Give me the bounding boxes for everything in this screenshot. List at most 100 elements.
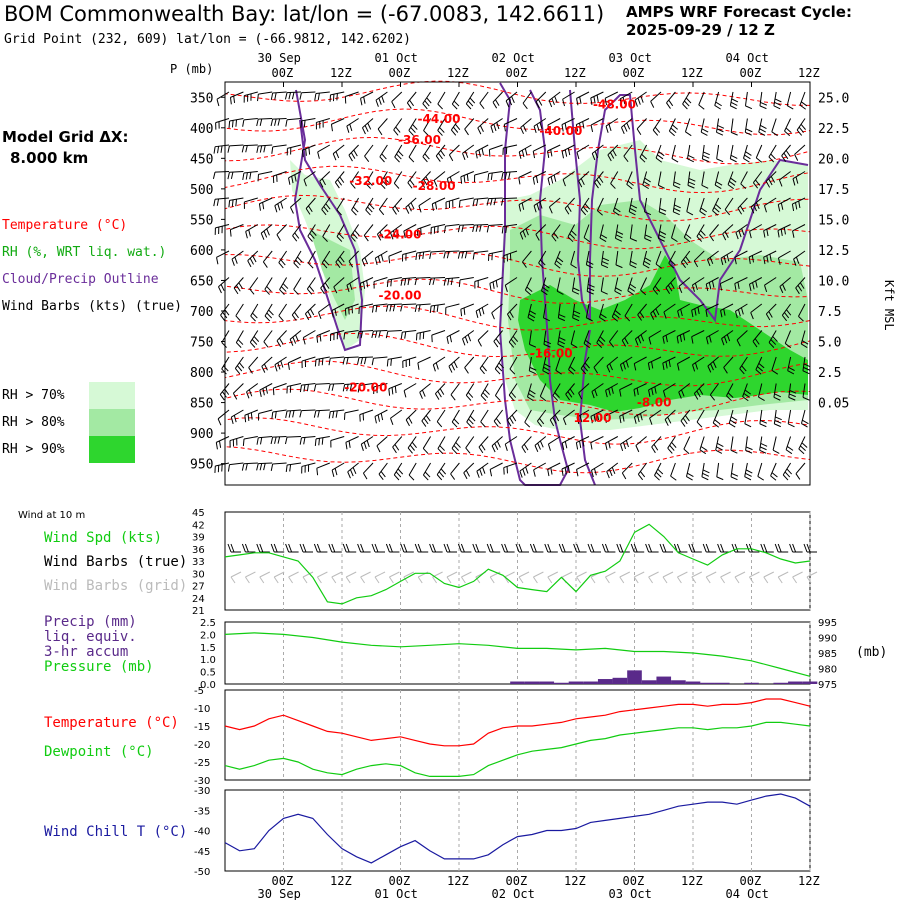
wind-barb-flag: [623, 124, 628, 132]
wind-barb: [629, 224, 633, 239]
wind-barb-flag: [216, 198, 220, 206]
temperature-contour-label: -32.00: [349, 174, 392, 188]
precip-bar: [583, 681, 598, 684]
wind-barb-flag: [440, 468, 447, 475]
wind-barb-flag: [682, 103, 688, 110]
grid-wind-barb: [518, 571, 530, 578]
wind-barb: [677, 303, 691, 312]
wind-barb-flag: [394, 444, 400, 451]
wind-barb: [686, 144, 691, 159]
wind-barb: [755, 144, 763, 159]
wind-barb-flag: [511, 414, 517, 422]
temperature-contour: [224, 446, 811, 474]
wind-barb-flag: [486, 198, 490, 206]
wind-barb-flag: [701, 128, 709, 133]
wind-barb-flag: [760, 442, 768, 447]
wind-barb-flag: [242, 119, 245, 127]
wind-barb: [784, 118, 792, 132]
wind-barb-flag: [422, 178, 428, 186]
wind-barb-flag: [569, 388, 575, 395]
wind-barb: [316, 330, 330, 337]
wind-barb-flag: [299, 410, 302, 418]
wind-barb-flag: [365, 183, 371, 189]
wind-barb-flag: [692, 364, 696, 372]
wind-barb-flag: [337, 179, 342, 186]
wind-barb: [459, 277, 474, 281]
wind-barb-flag: [410, 127, 416, 133]
wind-barb: [229, 171, 244, 173]
wind-barb-flag: [555, 369, 562, 375]
wind-barb-flag: [653, 444, 659, 451]
precip-bar: [656, 676, 672, 684]
wind-barb-flag: [319, 180, 324, 188]
wind-barb-flag: [643, 181, 650, 186]
wind-barb-flag: [539, 395, 547, 402]
wind-barb-flag: [487, 173, 490, 181]
wind-barb: [258, 409, 273, 414]
wind-barb-flag: [285, 119, 288, 127]
grid-wind-barb: [705, 571, 717, 578]
wind-barb-flag: [496, 365, 503, 372]
wind-barb-flag: [408, 130, 414, 136]
precip-bar: [744, 682, 759, 684]
wind-barb-flag: [714, 105, 721, 110]
wind-barb-flag: [318, 438, 320, 446]
wind-barb-flag: [752, 182, 759, 189]
wind-barb-flag: [232, 393, 238, 400]
wind-barb-flag: [621, 472, 627, 480]
wind-barb: [373, 330, 388, 332]
wind-barb-flag: [555, 260, 562, 266]
wind-barb-flag: [301, 150, 304, 158]
wind-barb: [287, 383, 302, 387]
wind-barb-flag: [383, 177, 390, 183]
wind-barb-flag: [630, 237, 638, 242]
wind-barb: [491, 303, 503, 314]
date-label-bottom: 02 Oct: [492, 887, 535, 900]
precip-bar: [773, 682, 789, 684]
surface-wind-barb-flag: [403, 543, 408, 553]
wind-barb-flag: [730, 154, 738, 159]
wind-barb: [730, 462, 734, 477]
wind-barb-flag: [300, 120, 303, 128]
wind-barb: [663, 383, 676, 392]
wind-barb-flag: [328, 411, 331, 419]
wind-barb-flag: [542, 370, 550, 375]
wind-barb-flag: [328, 383, 331, 392]
wind-barb: [734, 277, 748, 285]
wind-barb-flag: [482, 392, 489, 398]
wind-barb-flag: [295, 334, 299, 342]
wind-barb: [642, 250, 648, 265]
wind-barb-flag: [604, 443, 608, 451]
wind-barb-flag: [679, 334, 682, 342]
wind-barb-flag: [262, 202, 265, 210]
wind-barb: [450, 118, 460, 131]
wind-barb: [678, 383, 691, 393]
wind-barb-flag: [408, 474, 415, 481]
grid-wind-barb: [317, 571, 328, 578]
wind-barb-flag: [294, 174, 297, 182]
wind-barb-flag: [496, 440, 501, 448]
wind-barb-flag: [374, 257, 378, 266]
surface-wind-barb-flag: [472, 543, 477, 553]
pressure-tick-label: 850: [190, 397, 213, 412]
wind-barb: [258, 171, 273, 175]
wind-barb-flag: [465, 470, 471, 477]
wind-barb-flag: [425, 415, 431, 422]
wind-barb-flag: [289, 206, 294, 214]
wind-barb-flag: [564, 441, 568, 449]
wind-barb-flag: [496, 122, 500, 130]
wind-barb-flag: [584, 339, 592, 345]
temp-legend-label: Dewpoint (°C): [44, 744, 154, 760]
wind-barb-flag: [568, 369, 575, 375]
wind-barb-flag: [395, 471, 402, 478]
wind-barb-flag: [723, 256, 727, 264]
wind-barb-flag: [570, 264, 577, 269]
wind-barb: [246, 383, 259, 393]
wind-barb-flag: [745, 472, 752, 477]
wind-barb-flag: [425, 176, 430, 183]
wind-barb-flag: [221, 368, 227, 375]
wind-barb: [243, 436, 258, 440]
wind-barb-flag: [261, 366, 266, 373]
wind-barb: [373, 356, 388, 359]
wind-barb-flag: [683, 448, 690, 455]
